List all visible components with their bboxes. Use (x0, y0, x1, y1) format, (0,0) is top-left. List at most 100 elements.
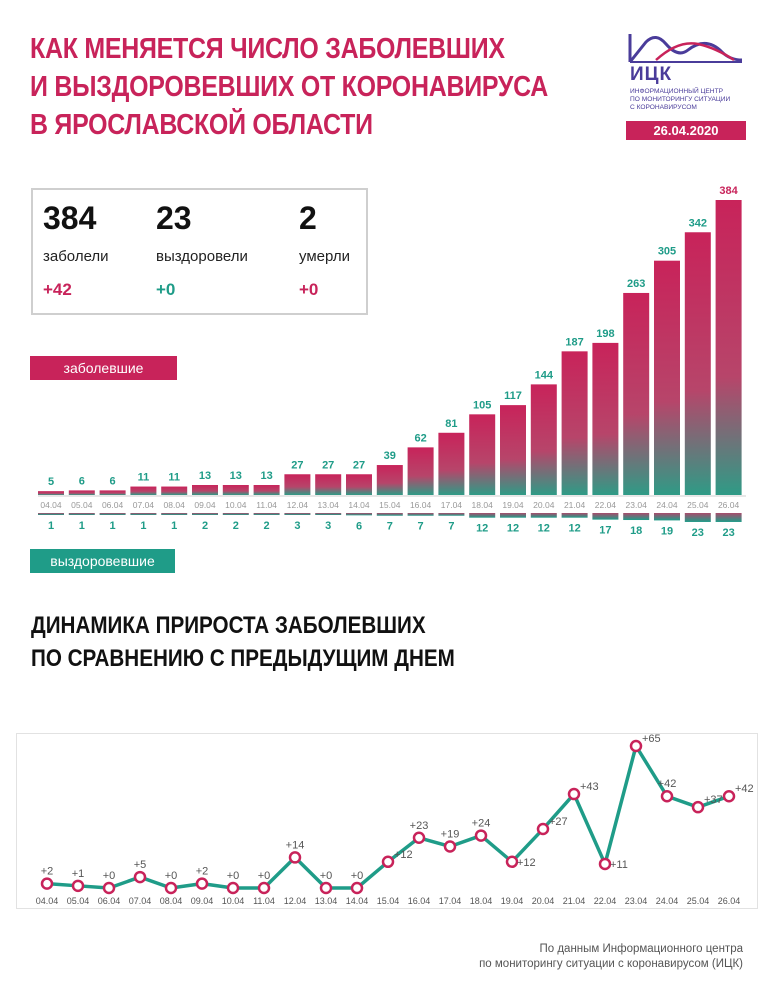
infected-bar (253, 485, 280, 495)
logo-caption: Информационный центр по мониторингу ситу… (630, 88, 748, 112)
recovered-value-label: 23 (692, 527, 704, 539)
recovered-bar (38, 513, 64, 515)
recovered-bar (715, 513, 742, 522)
recovered-value-label: 1 (110, 520, 116, 532)
recovered-bar (500, 513, 526, 518)
infected-bar (315, 474, 342, 495)
infected-value-label: 62 (414, 432, 426, 444)
date-tick-label: 16.04 (410, 500, 432, 510)
recovered-value-label: 19 (661, 525, 673, 537)
infected-bar (561, 351, 588, 495)
infected-bar (715, 200, 742, 495)
title-line-1: Как меняется число заболевших (30, 33, 505, 65)
infected-value-label: 6 (110, 475, 116, 487)
growth-value-label: +0 (165, 870, 178, 882)
source-line: По данным Информационного центра (539, 943, 743, 955)
page-title: Как меняется число заболевших и выздоров… (30, 30, 548, 144)
infected-bar (222, 485, 249, 495)
infected-bar (130, 486, 157, 495)
line-chart-title-line: по сравнению с предыдущим днем (31, 645, 455, 672)
growth-point (257, 881, 271, 895)
growth-point (598, 857, 612, 871)
date-tick-label: 04.04 (36, 896, 59, 906)
infected-bar (99, 490, 126, 495)
died-label: умерли (299, 248, 350, 265)
growth-value-label: +0 (320, 870, 333, 882)
date-tick-label: 15.04 (379, 500, 401, 510)
died-delta: +0 (299, 280, 319, 299)
growth-value-label: +2 (196, 866, 209, 878)
recovered-bar (469, 513, 496, 518)
legend-recovered: выздоровевшие (30, 549, 175, 573)
recovered-bar (438, 513, 465, 516)
infected-value-label: 105 (473, 399, 491, 411)
summary-box: 384 заболели +42 23 выздоровели +0 2 уме… (31, 188, 368, 315)
date-tick-label: 09.04 (194, 500, 216, 510)
logo-caption-line: по мониторингу ситуации (630, 96, 731, 103)
recovered-delta: +0 (156, 280, 176, 299)
date-tick-label: 13.04 (318, 500, 340, 510)
infected-value-label: 11 (138, 472, 150, 484)
date-tick-label: 22.04 (594, 896, 617, 906)
recovered-value-label: 12 (507, 523, 519, 535)
growth-value-label: +0 (227, 870, 240, 882)
infected-value-label: 187 (565, 336, 583, 348)
recovered-bar (284, 513, 311, 515)
date-tick-label: 22.04 (595, 500, 617, 510)
growth-point (412, 831, 426, 845)
infected-value-label: 39 (384, 450, 396, 462)
growth-value-label: +42 (735, 783, 754, 795)
wave-logo-icon (628, 34, 743, 63)
recovered-value-label: 3 (294, 520, 300, 532)
growth-point (567, 787, 581, 801)
recovered-value-label: 1 (171, 520, 177, 532)
date-tick-label: 07.04 (129, 896, 152, 906)
recovered-value-label: 6 (356, 520, 362, 532)
growth-value-label: +0 (103, 870, 116, 882)
date-tick-label: 10.04 (222, 896, 245, 906)
recovered-value-label: 1 (140, 520, 146, 532)
growth-point (133, 870, 147, 884)
date-tick-label: 17.04 (441, 500, 463, 510)
logo-caption-line: с коронавирусом (630, 104, 697, 111)
growth-point (660, 789, 674, 803)
growth-point (722, 789, 736, 803)
recovered-bar (315, 513, 342, 515)
recovered-value-label: 7 (448, 521, 454, 533)
infected-bar (376, 465, 403, 495)
growth-point (71, 879, 85, 893)
infected-value-label: 117 (504, 390, 522, 402)
logo-abbreviation: ИЦК (630, 64, 673, 85)
growth-point (629, 739, 643, 753)
infected-value-label: 263 (627, 278, 645, 290)
infected-bar (407, 447, 434, 495)
growth-value-label: +0 (351, 870, 364, 882)
infected-value-label: 144 (535, 369, 554, 381)
infected-value-label: 81 (445, 418, 457, 430)
recovered-value-label: 1 (79, 520, 85, 532)
infected-total: 384 (43, 200, 97, 236)
growth-point (350, 881, 364, 895)
recovered-value-label: 12 (568, 523, 580, 535)
died-total: 2 (299, 200, 317, 236)
recovered-bar (376, 513, 403, 516)
recovered-bar (130, 513, 157, 515)
date-tick-label: 16.04 (408, 896, 431, 906)
growth-point (195, 877, 209, 890)
date-tick-label: 14.04 (348, 500, 370, 510)
recovered-bar (346, 513, 372, 516)
title-line-3: в Ярославской области (30, 109, 373, 141)
growth-point (443, 840, 457, 853)
infected-value-label: 384 (719, 185, 738, 197)
infected-bar (623, 292, 650, 495)
line-chart-frame: +2 04.04 +1 05.04 +0 06.04 +5 07.04 +0 08.04 +2 09.… (16, 733, 758, 909)
growth-value-label: +14 (286, 839, 305, 851)
date-tick-label: 07.04 (133, 500, 155, 510)
ick-logo: ИЦК Информационный центр по мониторингу … (626, 30, 746, 111)
growth-point (102, 881, 116, 895)
recovered-bar (530, 513, 557, 518)
date-tick-label: 25.04 (687, 500, 709, 510)
report-date: 26.04.2020 (626, 121, 746, 140)
growth-value-label: +2 (41, 866, 54, 878)
infected-bar (500, 405, 526, 495)
